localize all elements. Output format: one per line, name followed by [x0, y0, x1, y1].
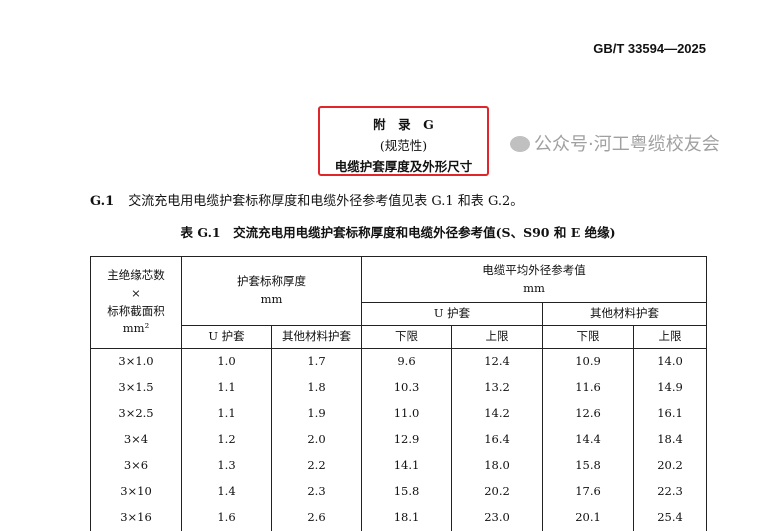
table-cell: 3×6	[90, 453, 182, 479]
table-cell: 12.4	[451, 348, 543, 375]
appendix-name: 电缆护套厚度及外形尺寸	[334, 159, 473, 174]
table-cell: 1.1	[181, 375, 272, 401]
table-cell: 1.7	[271, 348, 362, 375]
table-cell: 2.3	[271, 479, 362, 505]
table-cell: 2.2	[271, 453, 362, 479]
table-row: 3×16 1.6 2.6 18.1 23.0 20.1 25.4	[90, 505, 707, 531]
standard-number: GB/T 33594—2025	[593, 41, 706, 56]
clause-paragraph: G.1 交流充电用电缆护套标称厚度和电缆外径参考值见表 G.1 和表 G.2。	[90, 190, 523, 209]
watermark-text: 公众号·河工粤缆校友会	[534, 134, 720, 155]
table-cell: 18.4	[633, 427, 707, 453]
table-cell: 13.2	[451, 375, 543, 401]
table-cell: 20.1	[542, 505, 634, 531]
table-cell: 3×10	[90, 479, 182, 505]
header-core-section: 主绝缘芯数 × 标称截面积 mm²	[90, 256, 182, 349]
table-cell: 20.2	[451, 479, 543, 505]
table-cell: 16.4	[451, 427, 543, 453]
table-cell: 1.9	[271, 401, 362, 427]
header-line: 主绝缘芯数	[107, 267, 165, 282]
table-cell: 14.0	[633, 348, 707, 375]
table-cell: 12.6	[542, 401, 634, 427]
table-cell: 2.6	[271, 505, 362, 531]
header-group: U 护套	[361, 302, 543, 326]
data-table: 主绝缘芯数 × 标称截面积 mm² 护套标称厚度 mm 电缆平均外径参考值 mm…	[90, 256, 707, 531]
header-line: ×	[131, 285, 141, 300]
table-cell: 1.8	[271, 375, 362, 401]
table-cell: 3×16	[90, 505, 182, 531]
table-cell: 14.1	[361, 453, 452, 479]
table-cell: 1.4	[181, 479, 272, 505]
highlight-box	[318, 106, 489, 176]
table-cell: 1.3	[181, 453, 272, 479]
header-outer-diameter: 电缆平均外径参考值 mm	[361, 256, 707, 303]
wechat-icon	[510, 136, 530, 152]
table-cell: 10.3	[361, 375, 452, 401]
header-unit: mm	[523, 280, 545, 295]
table-cell: 2.0	[271, 427, 362, 453]
header-label: 电缆平均外径参考值	[482, 262, 586, 277]
clause-text: 交流充电用电缆护套标称厚度和电缆外径参考值见表 G.1 和表 G.2。	[128, 194, 524, 209]
header-sub: 下限	[542, 325, 634, 349]
table-cell: 3×1.0	[90, 348, 182, 375]
header-line: mm²	[122, 321, 150, 336]
table-cell: 1.6	[181, 505, 272, 531]
table-cell: 1.2	[181, 427, 272, 453]
table-cell: 11.6	[542, 375, 634, 401]
table-cell: 17.6	[542, 479, 634, 505]
appendix-title: 附 录 G	[373, 117, 434, 132]
header-sub: 下限	[361, 325, 452, 349]
table-cell: 11.0	[361, 401, 452, 427]
table-cell: 14.4	[542, 427, 634, 453]
table-cell: 18.1	[361, 505, 452, 531]
table-cell: 23.0	[451, 505, 543, 531]
table-cell: 22.3	[633, 479, 707, 505]
table-row: 3×6 1.3 2.2 14.1 18.0 15.8 20.2	[90, 453, 707, 479]
appendix-type: (规范性)	[379, 138, 428, 153]
header-unit: mm	[260, 292, 283, 306]
header-sub: 其他材料护套	[271, 325, 362, 349]
table-row: 3×2.5 1.1 1.9 11.0 14.2 12.6 16.1	[90, 401, 707, 427]
table-cell: 14.2	[451, 401, 543, 427]
watermark: 公众号·河工粤缆校友会	[510, 130, 720, 156]
table-cell: 3×2.5	[90, 401, 182, 427]
table-row: 3×1.0 1.0 1.7 9.6 12.4 10.9 14.0	[90, 348, 707, 375]
table-cell: 12.9	[361, 427, 452, 453]
table-cell: 18.0	[451, 453, 543, 479]
table-row: 3×1.5 1.1 1.8 10.3 13.2 11.6 14.9	[90, 375, 707, 401]
table-cell: 3×1.5	[90, 375, 182, 401]
table-cell: 20.2	[633, 453, 707, 479]
header-sheath-thickness: 护套标称厚度 mm	[181, 256, 362, 326]
table-cell: 1.0	[181, 348, 272, 375]
header-line: 标称截面积	[107, 303, 165, 318]
header-sub: 上限	[633, 325, 707, 349]
table-cell: 25.4	[633, 505, 707, 531]
header-label: 护套标称厚度	[237, 274, 306, 289]
table-cell: 14.9	[633, 375, 707, 401]
table-cell: 16.1	[633, 401, 707, 427]
table-row: 3×4 1.2 2.0 12.9 16.4 14.4 18.4	[90, 427, 707, 453]
table-cell: 10.9	[542, 348, 634, 375]
clause-number: G.1	[90, 194, 115, 209]
header-sub: 上限	[451, 325, 543, 349]
table-cell: 9.6	[361, 348, 452, 375]
table-cell: 15.8	[361, 479, 452, 505]
table-cell: 15.8	[542, 453, 634, 479]
table-cell: 1.1	[181, 401, 272, 427]
header-group: 其他材料护套	[542, 302, 707, 326]
header-sub: U 护套	[181, 325, 272, 349]
table-caption: 表 G.1 交流充电用电缆护套标称厚度和电缆外径参考值(S、S90 和 E 绝缘…	[180, 225, 616, 240]
table-row: 3×10 1.4 2.3 15.8 20.2 17.6 22.3	[90, 479, 707, 505]
table-cell: 3×4	[90, 427, 182, 453]
